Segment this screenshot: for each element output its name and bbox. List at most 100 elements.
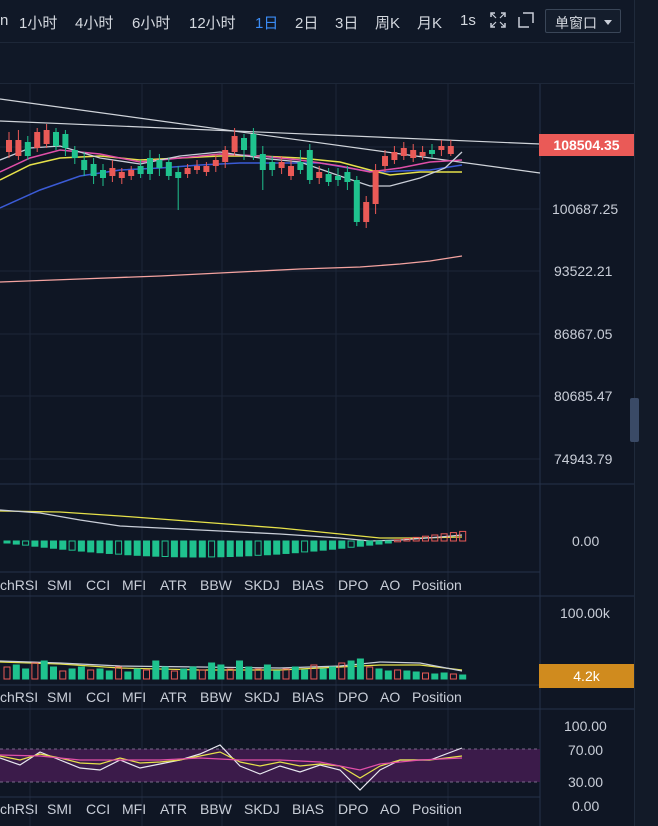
tab-indicator[interactable]: BIAS <box>292 801 324 817</box>
volume-bar <box>338 662 346 680</box>
tab-indicator[interactable]: ATR <box>160 689 187 705</box>
tab-3d[interactable]: 3日 <box>335 15 359 32</box>
tab-indicator[interactable]: ATR <box>160 801 187 817</box>
window-mode-select[interactable]: 单窗口 <box>545 9 621 33</box>
tab-indicator[interactable]: BIAS <box>292 689 324 705</box>
volume-bar <box>356 658 364 680</box>
volume-bar <box>161 666 169 680</box>
volume-bar <box>170 670 178 680</box>
tab-indicator[interactable]: CCI <box>86 689 111 705</box>
candle-body <box>288 166 294 176</box>
volume-bar <box>282 668 290 680</box>
tab-6h[interactable]: 6小时 <box>132 15 171 32</box>
tab-indicator[interactable]: DPO <box>338 689 369 705</box>
tab-indicator[interactable]: AO <box>380 577 401 593</box>
tab-month[interactable]: 月K <box>417 15 443 32</box>
tab-indicator[interactable]: MFI <box>122 689 147 705</box>
macd-histogram <box>3 530 467 558</box>
tab-indicator[interactable]: SKDJ <box>244 801 280 817</box>
fullscreen-icon[interactable] <box>488 10 508 30</box>
tab-indicator[interactable]: chRSI <box>0 689 39 705</box>
tab-indicator[interactable]: SMI <box>47 577 72 593</box>
candle-body <box>184 168 191 174</box>
tab-indicator[interactable]: BIAS <box>292 577 324 593</box>
tab-indicator[interactable]: BBW <box>200 689 232 705</box>
tab-indicator[interactable]: Position <box>412 577 462 593</box>
macd-hist-bar <box>77 540 85 552</box>
tab-12h[interactable]: 12小时 <box>189 15 236 32</box>
candle-body <box>81 160 88 170</box>
trendline-resistance <box>0 120 541 145</box>
candle-body <box>419 152 426 156</box>
ma-yellow-line <box>0 155 462 181</box>
volume-ma-white <box>0 660 463 672</box>
tab-indicator[interactable]: Position <box>412 689 462 705</box>
macd-hist-bar <box>124 540 132 556</box>
tab-indicator[interactable]: MFI <box>122 577 147 593</box>
volume-bar <box>384 670 392 680</box>
tab-indicator[interactable]: CCI <box>86 801 111 817</box>
window-icon[interactable] <box>516 10 536 30</box>
tab-indicator[interactable]: chRSI <box>0 801 39 817</box>
current-volume-tag: 4.2k <box>539 664 634 688</box>
volume-bar <box>291 666 299 680</box>
tab-week[interactable]: 周K <box>375 15 401 32</box>
volume-bar <box>301 669 309 680</box>
tab-indicator[interactable]: BBW <box>200 577 232 593</box>
tab-indicator[interactable]: AO <box>380 801 401 817</box>
volume-bar <box>217 664 225 680</box>
tab-indicator[interactable]: SMI <box>47 689 72 705</box>
volume-bar <box>40 660 48 680</box>
indicator-tabs-row-3: chRSI SMI CCI MFI ATR BBW SKDJ BIAS DPO … <box>0 801 540 821</box>
volume-bar <box>50 666 57 680</box>
tab-indicator[interactable]: Position <box>412 801 462 817</box>
tab-indicator[interactable]: SMI <box>47 801 72 817</box>
price-label: 74943.79 <box>554 451 613 467</box>
candle-body <box>34 132 41 148</box>
candle-body <box>53 132 59 146</box>
macd-hist-bar <box>12 540 20 545</box>
volume-bar <box>68 668 76 680</box>
tab-2d[interactable]: 2日 <box>295 15 319 32</box>
candle-body <box>447 146 454 154</box>
volume-bar <box>431 673 439 680</box>
tab-indicator[interactable]: BBW <box>200 801 232 817</box>
tab-indicator[interactable]: chRSI <box>0 577 39 593</box>
price-label: 100687.25 <box>552 201 619 217</box>
tab-indicator[interactable]: ATR <box>160 577 187 593</box>
tab-indicator[interactable]: AO <box>380 689 401 705</box>
volume-max-label: 100.00k <box>560 605 610 621</box>
macd-hist-bar <box>115 540 123 555</box>
volume-bar <box>77 666 85 680</box>
candle-body <box>363 202 370 222</box>
price-label: 93522.21 <box>554 263 613 279</box>
volume-bar <box>198 669 206 680</box>
tab-indicator[interactable]: DPO <box>338 801 369 817</box>
candlestick-chart[interactable] <box>0 0 634 826</box>
tab-indicator[interactable]: DPO <box>338 577 369 593</box>
tab-indicator[interactable]: SKDJ <box>244 689 280 705</box>
macd-hist-bar <box>59 540 67 550</box>
volume-bar <box>133 668 141 680</box>
candle-body <box>335 176 341 180</box>
partial-timeframe-label[interactable]: n <box>0 12 9 29</box>
tab-indicator[interactable]: CCI <box>86 577 111 593</box>
candles <box>6 124 454 228</box>
macd-hist-bar <box>68 540 76 551</box>
candle-body <box>353 180 360 222</box>
volume-bar <box>310 664 318 680</box>
candle-body <box>316 172 323 178</box>
panel-collapse-handle[interactable] <box>630 398 639 442</box>
macd-hist-bar <box>40 540 48 548</box>
tab-indicator[interactable]: MFI <box>122 801 147 817</box>
rsi-line-white <box>0 744 463 791</box>
tab-1s[interactable]: 1s <box>460 12 476 29</box>
tab-1d[interactable]: 1日 <box>255 15 279 32</box>
tab-indicator[interactable]: SKDJ <box>244 577 280 593</box>
tab-4h[interactable]: 4小时 <box>75 15 114 32</box>
macd-hist-bar <box>161 540 169 557</box>
volume-bar <box>412 671 420 680</box>
volume-bar <box>189 666 197 680</box>
candle-body <box>128 170 135 176</box>
tab-1h[interactable]: 1小时 <box>19 15 58 32</box>
